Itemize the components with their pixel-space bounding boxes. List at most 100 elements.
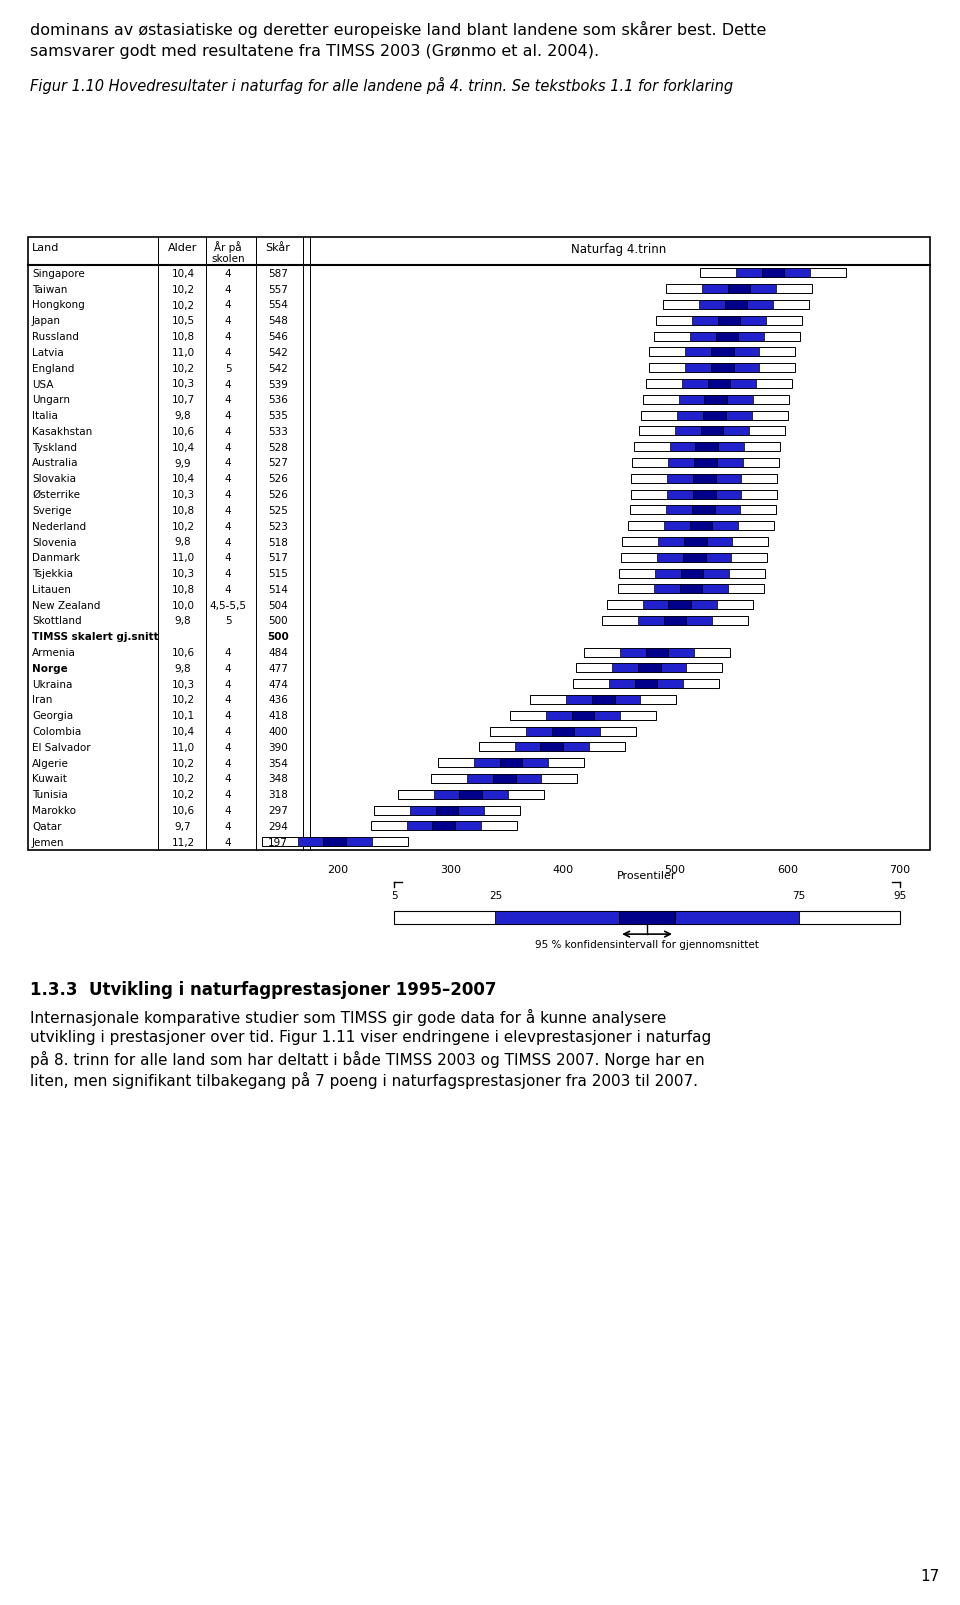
Text: 10,3: 10,3 [172,568,195,579]
Bar [695,443,718,453]
Text: 4: 4 [225,473,231,485]
Bar [432,822,455,831]
Bar [690,522,712,531]
Bar [431,775,577,783]
Bar [675,427,750,437]
Text: 200: 200 [327,863,348,875]
Bar [530,695,676,705]
Text: 10,6: 10,6 [172,648,195,658]
Bar [646,648,668,658]
Text: 9,8: 9,8 [175,616,191,626]
Text: Land: Land [32,242,60,254]
Text: 526: 526 [268,490,288,499]
Text: 5: 5 [225,616,231,626]
Text: 4: 4 [225,443,231,453]
Bar [690,332,764,342]
Text: Ukraina: Ukraina [32,679,72,689]
Text: 9,8: 9,8 [175,411,191,421]
Bar [632,475,778,483]
Text: 418: 418 [268,711,288,721]
Bar [628,522,774,531]
Bar [681,570,704,578]
Text: 4: 4 [225,538,231,547]
Bar [407,822,481,831]
Text: Alder: Alder [168,242,198,254]
Bar [622,538,768,547]
Bar [619,570,765,578]
Text: Skår: Skår [266,242,291,254]
Text: 10,6: 10,6 [172,427,195,437]
Text: 557: 557 [268,284,288,294]
Text: 600: 600 [777,863,798,875]
Bar [607,600,753,610]
Bar [692,316,766,326]
Bar [395,912,900,924]
Text: Colombia: Colombia [32,727,82,737]
Bar [298,838,372,847]
Text: 10,0: 10,0 [172,600,195,610]
Bar [262,838,408,847]
Text: 484: 484 [268,648,288,658]
Bar [701,427,724,437]
Bar [474,759,548,767]
Text: 4: 4 [225,490,231,499]
Bar [725,300,747,310]
Text: 11,0: 11,0 [172,554,195,563]
Bar [694,459,717,467]
Bar [655,570,729,578]
Bar [500,759,522,767]
Text: 542: 542 [268,348,288,358]
Text: Danmark: Danmark [32,554,80,563]
Text: 477: 477 [268,663,288,674]
Text: 535: 535 [268,411,288,421]
Text: Marokko: Marokko [32,806,76,815]
Bar [371,822,516,831]
Text: Jemen: Jemen [32,838,64,847]
Bar [592,695,614,705]
Text: Tyskland: Tyskland [32,443,77,453]
Bar [679,395,753,404]
Text: 10,4: 10,4 [172,268,195,279]
Text: 294: 294 [268,822,288,831]
Bar [664,616,686,626]
Bar [711,364,733,372]
Text: 4: 4 [225,554,231,563]
Text: 10,3: 10,3 [172,490,195,499]
Text: 542: 542 [268,363,288,374]
Text: 4: 4 [225,663,231,674]
Bar [685,364,759,372]
Text: 10,2: 10,2 [172,284,195,294]
Text: 436: 436 [268,695,288,705]
Text: 4: 4 [225,806,231,815]
Bar [662,300,809,310]
Text: Russland: Russland [32,332,79,342]
Bar [668,600,691,610]
Text: 4: 4 [225,822,231,831]
Text: Latvia: Latvia [32,348,63,358]
Text: 4: 4 [225,348,231,358]
Text: 500: 500 [664,863,685,875]
Text: Naturfag 4.trinn: Naturfag 4.trinn [571,242,666,255]
Bar [526,727,600,737]
Text: 11,0: 11,0 [172,348,195,358]
Text: 10,8: 10,8 [172,584,195,594]
Text: Østerrike: Østerrike [32,490,80,499]
Text: 514: 514 [268,584,288,594]
Bar [397,790,543,799]
Text: 554: 554 [268,300,288,310]
Text: Norge: Norge [32,663,68,674]
Text: Prosentiler: Prosentiler [617,870,677,880]
Text: Nederland: Nederland [32,522,86,531]
Bar [693,475,715,483]
Text: TIMSS skalert gj.snitt: TIMSS skalert gj.snitt [32,632,158,642]
Bar [659,538,732,547]
Bar [641,411,787,421]
Bar [609,679,684,689]
Bar [460,790,482,799]
Text: dominans av østasiatiske og deretter europeiske land blant landene som skårer be: dominans av østasiatiske og deretter eur… [30,21,766,39]
Bar [410,806,484,815]
Text: 10,2: 10,2 [172,363,195,374]
Bar [585,648,731,658]
Text: Taiwan: Taiwan [32,284,67,294]
Text: 4: 4 [225,395,231,404]
